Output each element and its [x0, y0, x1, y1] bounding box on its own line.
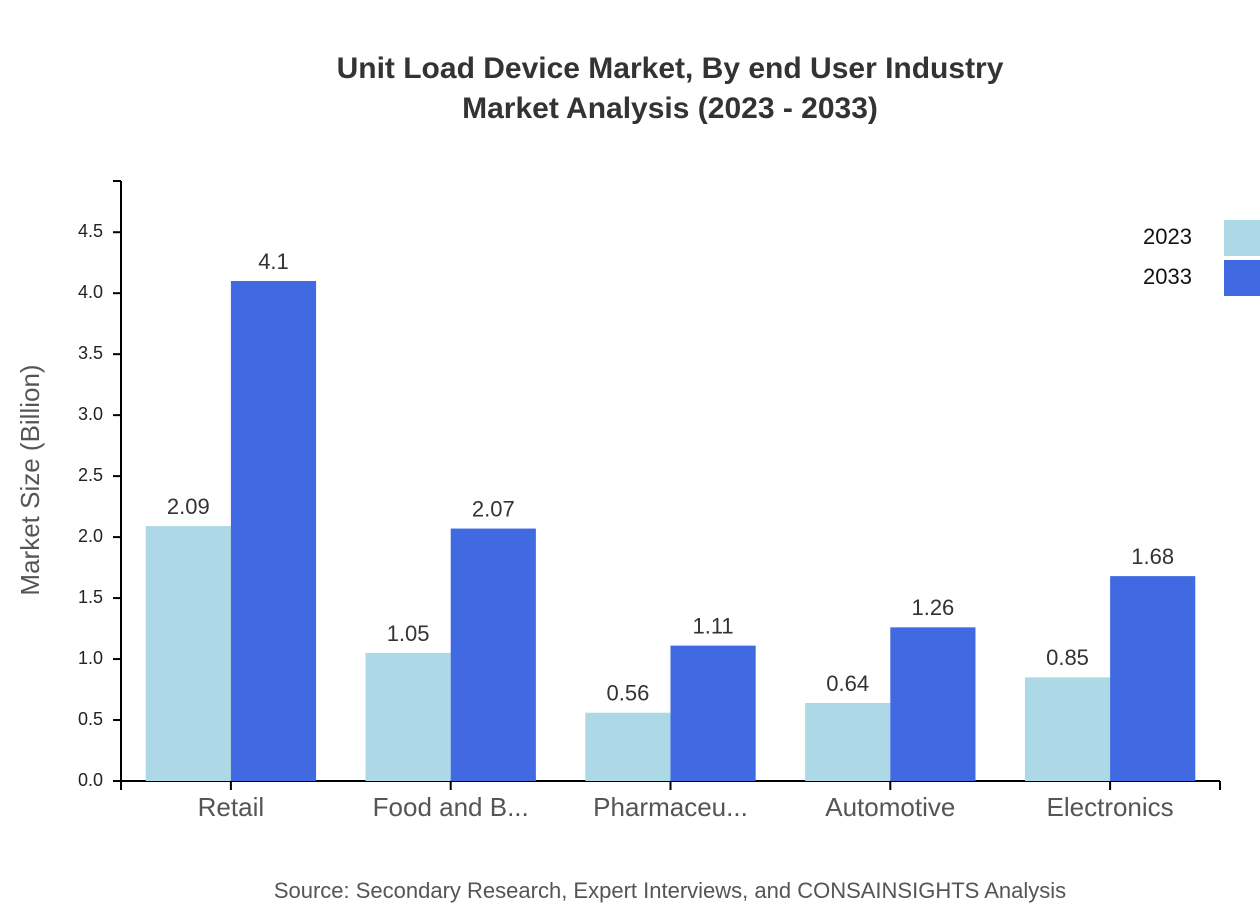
y-tick-label: 4.0 [78, 282, 103, 302]
y-tick-label: 1.0 [78, 648, 103, 668]
value-label: 0.85 [1046, 645, 1089, 670]
bar [1024, 677, 1111, 781]
legend-swatch [1224, 220, 1260, 256]
bar [365, 652, 451, 781]
value-label: 2.09 [167, 494, 210, 519]
bar [1110, 576, 1196, 781]
value-label: 1.26 [911, 595, 954, 620]
value-label: 0.56 [606, 681, 649, 706]
value-label: 2.07 [472, 496, 515, 521]
legend-label: 2023 [1143, 224, 1192, 249]
legend-label: 2033 [1143, 264, 1192, 289]
value-label: 1.11 [692, 613, 733, 638]
x-tick-label: Automotive [825, 792, 955, 822]
source-note: Source: Secondary Research, Expert Inter… [274, 878, 1066, 903]
bar [230, 281, 317, 781]
bar [145, 526, 231, 781]
bar [805, 702, 891, 781]
bar [670, 645, 756, 781]
y-tick-label: 3.5 [78, 343, 103, 363]
x-tick-label: Food and B... [373, 792, 529, 822]
bar [585, 712, 671, 781]
y-tick-label: 4.5 [78, 221, 103, 241]
x-tick-label: Pharmaceu... [593, 792, 748, 822]
y-axis-label: Market Size (Billion) [15, 364, 45, 595]
y-tick-label: 3.0 [78, 404, 103, 424]
value-label: 0.64 [826, 671, 869, 696]
x-tick-label: Retail [198, 792, 264, 822]
chart-title: Unit Load Device Market, By end User Ind… [337, 52, 1004, 85]
value-label: 1.05 [387, 621, 430, 646]
legend-swatch [1224, 260, 1260, 296]
y-tick-label: 2.0 [78, 526, 103, 546]
y-tick-label: 1.5 [78, 587, 103, 607]
value-label: 1.68 [1131, 544, 1174, 569]
chart-subtitle: Market Analysis (2023 - 2033) [462, 92, 878, 125]
y-tick-label: 0.5 [78, 709, 103, 729]
bar [890, 627, 976, 781]
y-tick-label: 0.0 [78, 770, 103, 790]
y-tick-label: 2.5 [78, 465, 103, 485]
x-tick-label: Electronics [1047, 792, 1174, 822]
bar [450, 528, 536, 781]
value-label: 4.1 [258, 249, 289, 274]
